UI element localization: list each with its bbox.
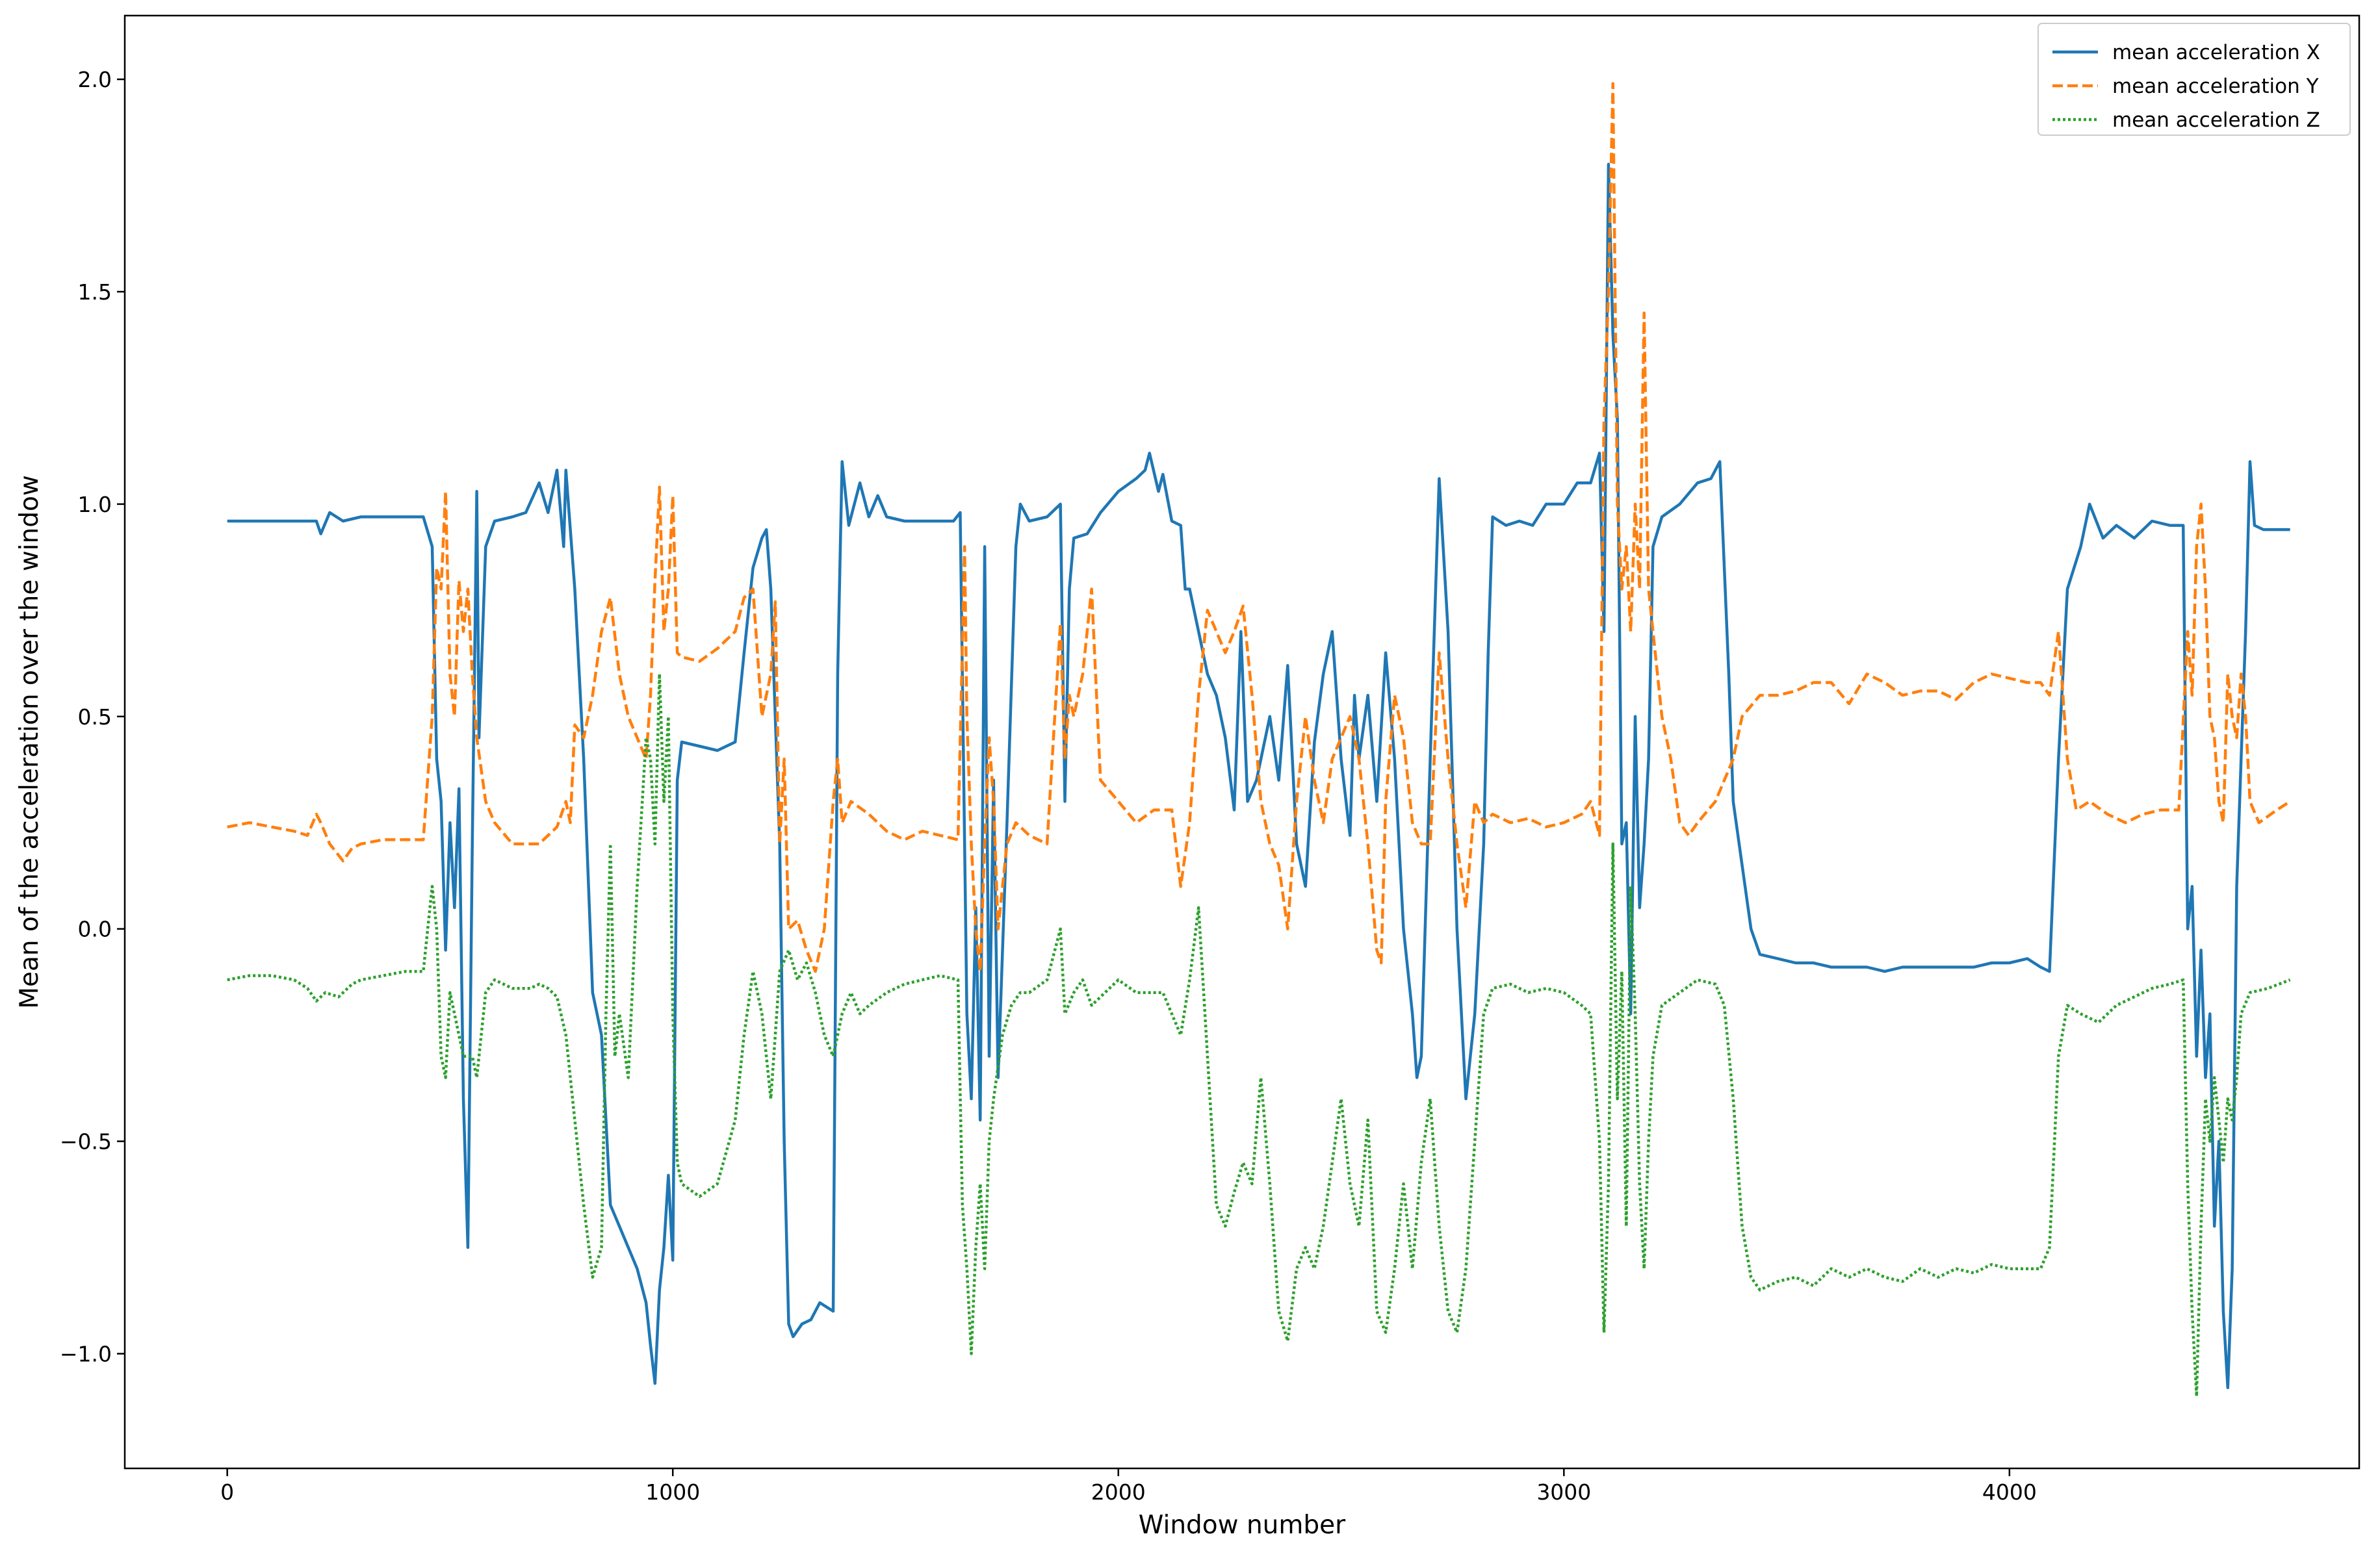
y-tick-label: 1.0 [78,492,112,517]
legend-label-x: mean acceleration X [2112,41,2320,64]
y-tick-label: 1.5 [78,279,112,305]
series-line-z [227,672,2291,1398]
legend-box [2037,23,2351,136]
legend-label-z: mean acceleration Z [2112,109,2320,132]
y-axis-ticks: −1.0 −0.5 0.0 0.5 1.0 1.5 2.0 [60,67,125,1366]
legend: mean acceleration X mean acceleration Y me… [2037,23,2351,136]
y-tick-label: −0.5 [60,1129,112,1155]
y-tick-label: 0.0 [78,917,112,942]
y-axis-label: Mean of the acceleration over the window [15,475,44,1008]
x-tick-label: 0 [220,1479,234,1505]
series-line-x [227,162,2290,1390]
legend-label-y: mean acceleration Y [2112,75,2319,98]
x-axis-label: Window number [1139,1511,1346,1540]
x-axis-ticks: 0 1000 2000 3000 4000 [220,1468,2037,1505]
y-tick-label: −1.0 [60,1341,112,1366]
x-tick-label: 3000 [1536,1479,1591,1505]
x-tick-label: 4000 [1982,1479,2037,1505]
x-tick-label: 1000 [645,1479,700,1505]
y-tick-label: 2.0 [78,67,112,92]
x-tick-label: 2000 [1091,1479,1146,1505]
series-lines [227,82,2291,1398]
plot-area-frame [123,14,2361,1470]
y-tick-label: 0.5 [78,704,112,730]
